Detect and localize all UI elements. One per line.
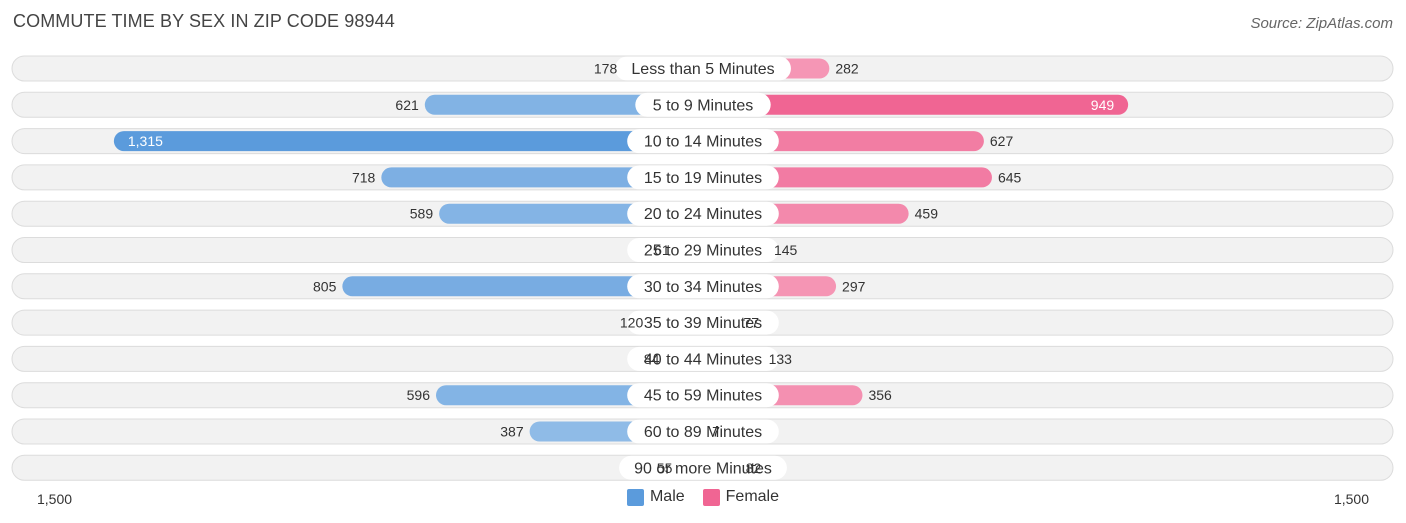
category-label: Less than 5 Minutes (631, 61, 774, 78)
value-label-male: 84 (644, 351, 660, 367)
category-pill (615, 56, 791, 81)
value-label-female: 145 (774, 242, 798, 258)
chart-title: COMMUTE TIME BY SEX IN ZIP CODE 98944 (13, 11, 395, 31)
category-pill (619, 455, 787, 480)
bar-male[interactable] (424, 94, 703, 115)
value-label-male: 805 (313, 278, 337, 294)
legend-swatch-female (702, 488, 720, 506)
category-label: 90 or more Minutes (634, 460, 772, 477)
category-label: 15 to 19 Minutes (644, 170, 762, 187)
legend-item-female[interactable]: Female (702, 488, 780, 506)
value-label-female: 82 (746, 460, 762, 476)
value-label-male: 718 (352, 169, 376, 185)
category-pill (627, 129, 779, 154)
value-label-male: 55 (657, 460, 673, 476)
value-label-female: 297 (842, 278, 866, 294)
value-label-female: 282 (835, 61, 859, 77)
legend-swatch-male (626, 488, 644, 506)
value-label-female: 77 (743, 315, 759, 331)
category-label: 40 to 44 Minutes (644, 351, 762, 368)
category-label: 30 to 34 Minutes (644, 279, 762, 296)
value-label-male: 61 (654, 242, 670, 258)
chart-legend: Male Female (0, 488, 1406, 506)
value-label-female: 949 (1091, 97, 1115, 113)
value-label-female: 627 (990, 133, 1014, 149)
legend-item-male[interactable]: Male (626, 488, 685, 506)
chart-source: Source: ZipAtlas.com (1250, 15, 1393, 32)
category-pill (627, 419, 779, 444)
category-pill (627, 165, 779, 190)
category-label: 10 to 14 Minutes (644, 134, 762, 151)
legend-label-female: Female (725, 488, 780, 505)
category-pill (627, 238, 779, 262)
category-label: 5 to 9 Minutes (653, 97, 754, 114)
value-label-male: 596 (407, 387, 431, 403)
value-label-female: 645 (998, 169, 1022, 185)
value-label-female: 133 (769, 351, 793, 367)
value-label-male: 589 (410, 206, 434, 222)
legend-label-male: Male (649, 488, 685, 505)
category-pill (635, 92, 771, 117)
bar-male[interactable] (342, 276, 703, 297)
category-label: 35 to 39 Minutes (644, 315, 762, 332)
value-label-male: 1,315 (128, 133, 163, 149)
category-label: 25 to 29 Minutes (644, 243, 762, 260)
category-pill (627, 274, 779, 299)
value-label-female: 459 (915, 206, 939, 222)
value-label-male: 387 (500, 424, 524, 440)
category-pill (627, 383, 779, 408)
axis-label-left: 1,500 (37, 491, 72, 507)
bar-male[interactable] (113, 131, 703, 152)
bar-male[interactable] (381, 167, 703, 188)
category-label: 60 to 89 Minutes (644, 424, 762, 441)
category-pill (627, 310, 779, 335)
axis-label-right: 1,500 (1334, 491, 1369, 507)
category-pill (627, 346, 779, 371)
bar-female[interactable] (703, 94, 1129, 115)
value-label-male: 178 (594, 61, 618, 77)
category-label: 45 to 59 Minutes (644, 388, 762, 405)
value-label-female: 356 (868, 387, 892, 403)
category-pill (627, 201, 779, 226)
value-label-male: 120 (620, 315, 644, 331)
category-label: 20 to 24 Minutes (644, 206, 762, 223)
value-label-female: 7 (712, 424, 720, 440)
value-label-male: 621 (395, 97, 419, 113)
